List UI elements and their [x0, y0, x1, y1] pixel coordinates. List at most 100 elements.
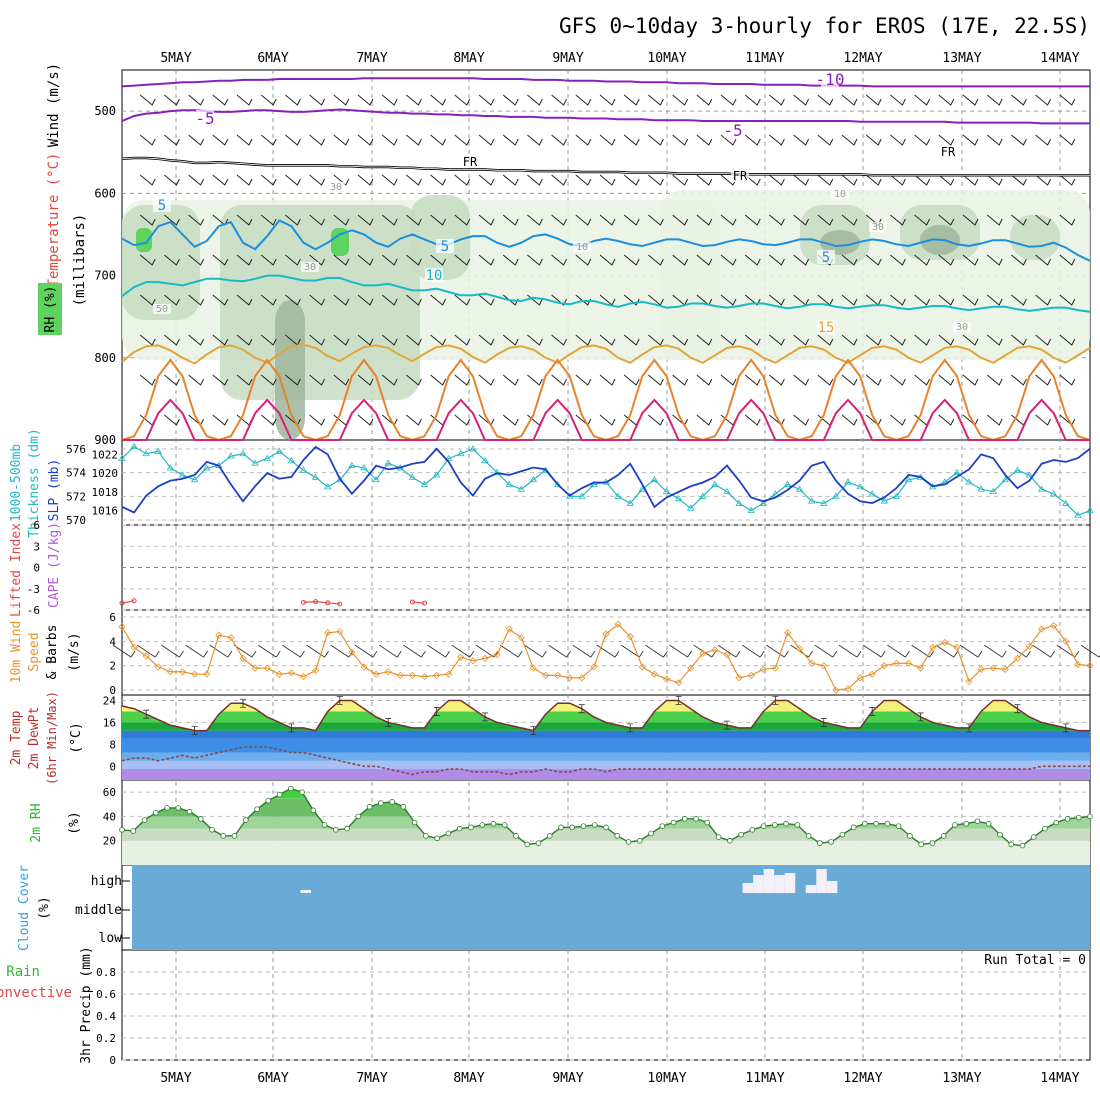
contour-label: FR [733, 169, 748, 183]
rh-point [1064, 816, 1071, 822]
wind-barb [575, 334, 592, 346]
wind-barb [1035, 214, 1052, 226]
wind-barb [986, 254, 1003, 266]
ylabel-barbs: & Barbs [45, 625, 60, 680]
wind-speed-point [941, 638, 949, 647]
contour-label-bg [731, 170, 749, 182]
wind-speed-point [493, 651, 501, 659]
wind-barb [309, 414, 326, 426]
wind-barb [430, 94, 447, 106]
wind-barb [406, 214, 422, 226]
panel-frame-wind [121, 609, 1091, 696]
wind-speed-point [130, 643, 138, 651]
wind-speed-point [178, 668, 187, 676]
contour-label-bg [301, 262, 319, 272]
rh-point [355, 813, 362, 820]
wind-barb [769, 294, 785, 306]
ylabel-lifted-index: Lifted Index [9, 523, 24, 617]
lifted-index-tick: 0 [33, 562, 40, 575]
wind-speed-point [808, 659, 816, 667]
wind-barb [744, 174, 761, 186]
temp-tick: 8 [109, 738, 116, 751]
thickness-point [892, 492, 901, 499]
wind-barb [769, 334, 785, 346]
contour-label-bg [153, 198, 171, 212]
surface-wind-barb [814, 644, 838, 658]
cloud-high-cell [742, 883, 754, 893]
rh-shade [660, 190, 1090, 360]
date-label-top: 7MAY [356, 51, 387, 66]
wind-barb [865, 334, 882, 346]
wind-speed-point [433, 671, 441, 679]
thickness-point [420, 480, 429, 487]
rh-point [591, 822, 598, 828]
wind-barb [188, 214, 205, 226]
thickness-point [166, 464, 175, 471]
wind-barb [793, 374, 810, 386]
thickness-point [432, 471, 441, 478]
wind-barb [502, 254, 519, 266]
wind-speed-point [832, 686, 840, 694]
cloud-high-cell [805, 885, 817, 893]
rh-point [603, 824, 609, 831]
wind-speed-point [759, 665, 767, 673]
wind-speed-point [747, 671, 755, 679]
wind-barb [381, 334, 398, 346]
contour-label: 10 [576, 242, 588, 253]
pressure-tick: 900 [94, 433, 116, 447]
wind-barb [236, 254, 253, 266]
wind-barb [1059, 214, 1076, 226]
wind-barb [164, 374, 180, 386]
wind-barb [793, 334, 810, 346]
rh-point [636, 837, 643, 844]
thickness-point [1025, 471, 1034, 478]
wind-speed-point [735, 674, 743, 682]
rh-point [850, 824, 857, 831]
wind-barb [793, 94, 810, 106]
wind-barb [914, 94, 931, 106]
wind-barb [381, 174, 398, 186]
contour-label-bg [831, 189, 849, 199]
rh-point [614, 833, 621, 839]
wind-barb [744, 294, 761, 306]
surface-wind-barb [306, 644, 329, 658]
wind-barb [333, 254, 350, 266]
thickness-point [965, 478, 973, 485]
wind-barb [478, 174, 495, 186]
date-label-top: 12MAY [843, 51, 882, 66]
wind-barb [841, 174, 858, 186]
wind-barb [406, 174, 422, 186]
thickness-point [674, 494, 683, 502]
wind-barb [551, 294, 568, 306]
rh-point [209, 826, 215, 833]
wind-barb [575, 374, 592, 386]
contour-label-bg [939, 146, 957, 158]
wind-speed-point [1001, 665, 1009, 673]
wind-barb [890, 214, 906, 226]
surface-wind-barb [403, 644, 426, 658]
rh-point [873, 820, 879, 827]
ylabel-2m-rh: 2m RH [29, 803, 44, 842]
cloud-high-cell [753, 875, 764, 893]
lifted-index-tick: -3 [27, 583, 40, 596]
ylabel-wind-unit: (m/s) [67, 632, 82, 671]
wind-barb [841, 294, 858, 306]
labels-layer: 5MAY 5MAY 6MAY 6MAY 7MAY 7MAY 8MAY 8MAY 9MAY 9MAY… [0, 51, 1086, 1086]
contour-label-bg [436, 239, 454, 253]
wind-speed-point [1050, 621, 1058, 630]
surface-wind-barb [524, 644, 547, 658]
wind-barb [793, 214, 810, 226]
slp-tick: 1020 [92, 467, 119, 480]
rh-point [1019, 842, 1026, 849]
wind-barb [478, 374, 495, 386]
wind-barb [865, 374, 882, 386]
wind-barb [890, 374, 906, 386]
rh-point [513, 833, 519, 839]
contour-label: 50 [156, 304, 168, 315]
wind-barb [260, 254, 277, 266]
wind-barb [406, 254, 422, 266]
lifted-index-point [325, 600, 331, 606]
wind-barb [502, 414, 519, 426]
wind-barb [1011, 174, 1027, 186]
date-label-bottom: 12MAY [843, 1071, 882, 1086]
